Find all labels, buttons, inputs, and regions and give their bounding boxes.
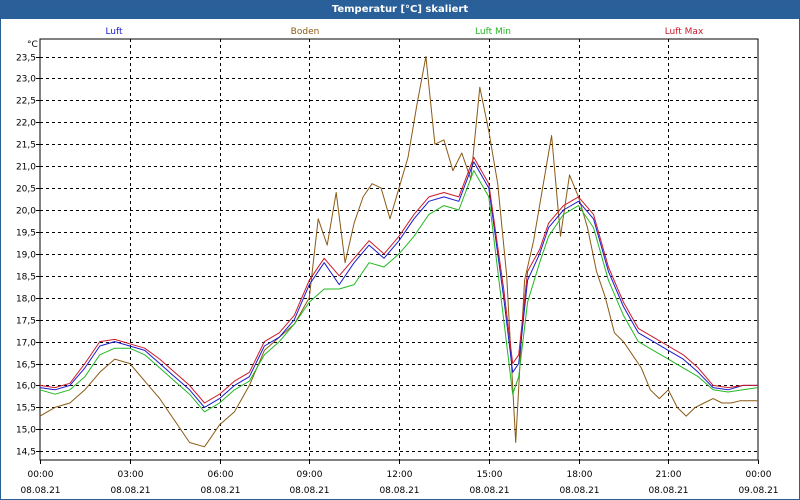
y-tick-label: 18,5 — [16, 273, 36, 283]
y-tick-label: 22,5 — [16, 97, 36, 107]
y-tick-label: 15,0 — [16, 426, 36, 436]
y-tick-label: 15,5 — [16, 404, 36, 414]
x-tick-time: 12:00 — [387, 470, 413, 480]
series-line-boden — [39, 56, 758, 448]
x-tick-date: 08.08.21 — [559, 486, 599, 496]
legend-luft-min: Luft Min — [475, 27, 511, 37]
y-tick-label: 16,5 — [16, 361, 36, 371]
y-tick-label: 23,0 — [16, 75, 36, 85]
series-line-luft — [39, 161, 758, 408]
y-tick-label: 20,5 — [16, 185, 36, 195]
x-tick-time: 00:00 — [746, 470, 772, 480]
y-tick-label: 19,5 — [16, 229, 36, 239]
x-tick-time: 15:00 — [477, 470, 503, 480]
y-tick-label: 21,5 — [16, 141, 36, 151]
y-axis-unit: °C — [27, 40, 38, 50]
y-tick-label: 20,0 — [16, 207, 36, 217]
x-tick-time: 09:00 — [297, 470, 323, 480]
legend-luft: Luft — [105, 27, 123, 37]
x-tick-time: 21:00 — [656, 470, 682, 480]
legend-luft-max: Luft Max — [665, 27, 704, 37]
y-tick-label: 22,0 — [16, 119, 36, 129]
x-tick-time: 03:00 — [118, 470, 144, 480]
y-tick-label: 17,5 — [16, 317, 36, 327]
y-tick-label: 16,0 — [16, 382, 36, 392]
title-bar: Temperatur [°C] skaliert — [1, 1, 799, 19]
legend-boden: Boden — [291, 27, 320, 37]
x-tick-date: 08.08.21 — [20, 486, 60, 496]
x-tick-date: 08.08.21 — [200, 486, 240, 496]
y-tick-label: 14,5 — [16, 448, 36, 458]
y-tick-label: 19,0 — [16, 251, 36, 261]
x-tick-date: 08.08.21 — [110, 486, 150, 496]
y-tick-label: 17,0 — [16, 339, 36, 349]
x-tick-date: 08.08.21 — [469, 486, 509, 496]
series-line-luft-max — [39, 156, 758, 404]
x-tick-date: 08.08.21 — [379, 486, 419, 496]
x-tick-time: 06:00 — [208, 470, 234, 480]
x-tick-time: 18:00 — [567, 470, 593, 480]
x-tick-time: 00:00 — [28, 470, 54, 480]
y-tick-label: 18,0 — [16, 295, 36, 305]
x-tick-date: 08.08.21 — [648, 486, 688, 496]
series-line-luft-min — [39, 170, 759, 413]
x-tick-date: 09.08.21 — [738, 486, 778, 496]
y-tick-label: 21,0 — [16, 163, 36, 173]
x-tick-date: 08.08.21 — [289, 486, 329, 496]
y-tick-label: 23,5 — [16, 54, 36, 64]
